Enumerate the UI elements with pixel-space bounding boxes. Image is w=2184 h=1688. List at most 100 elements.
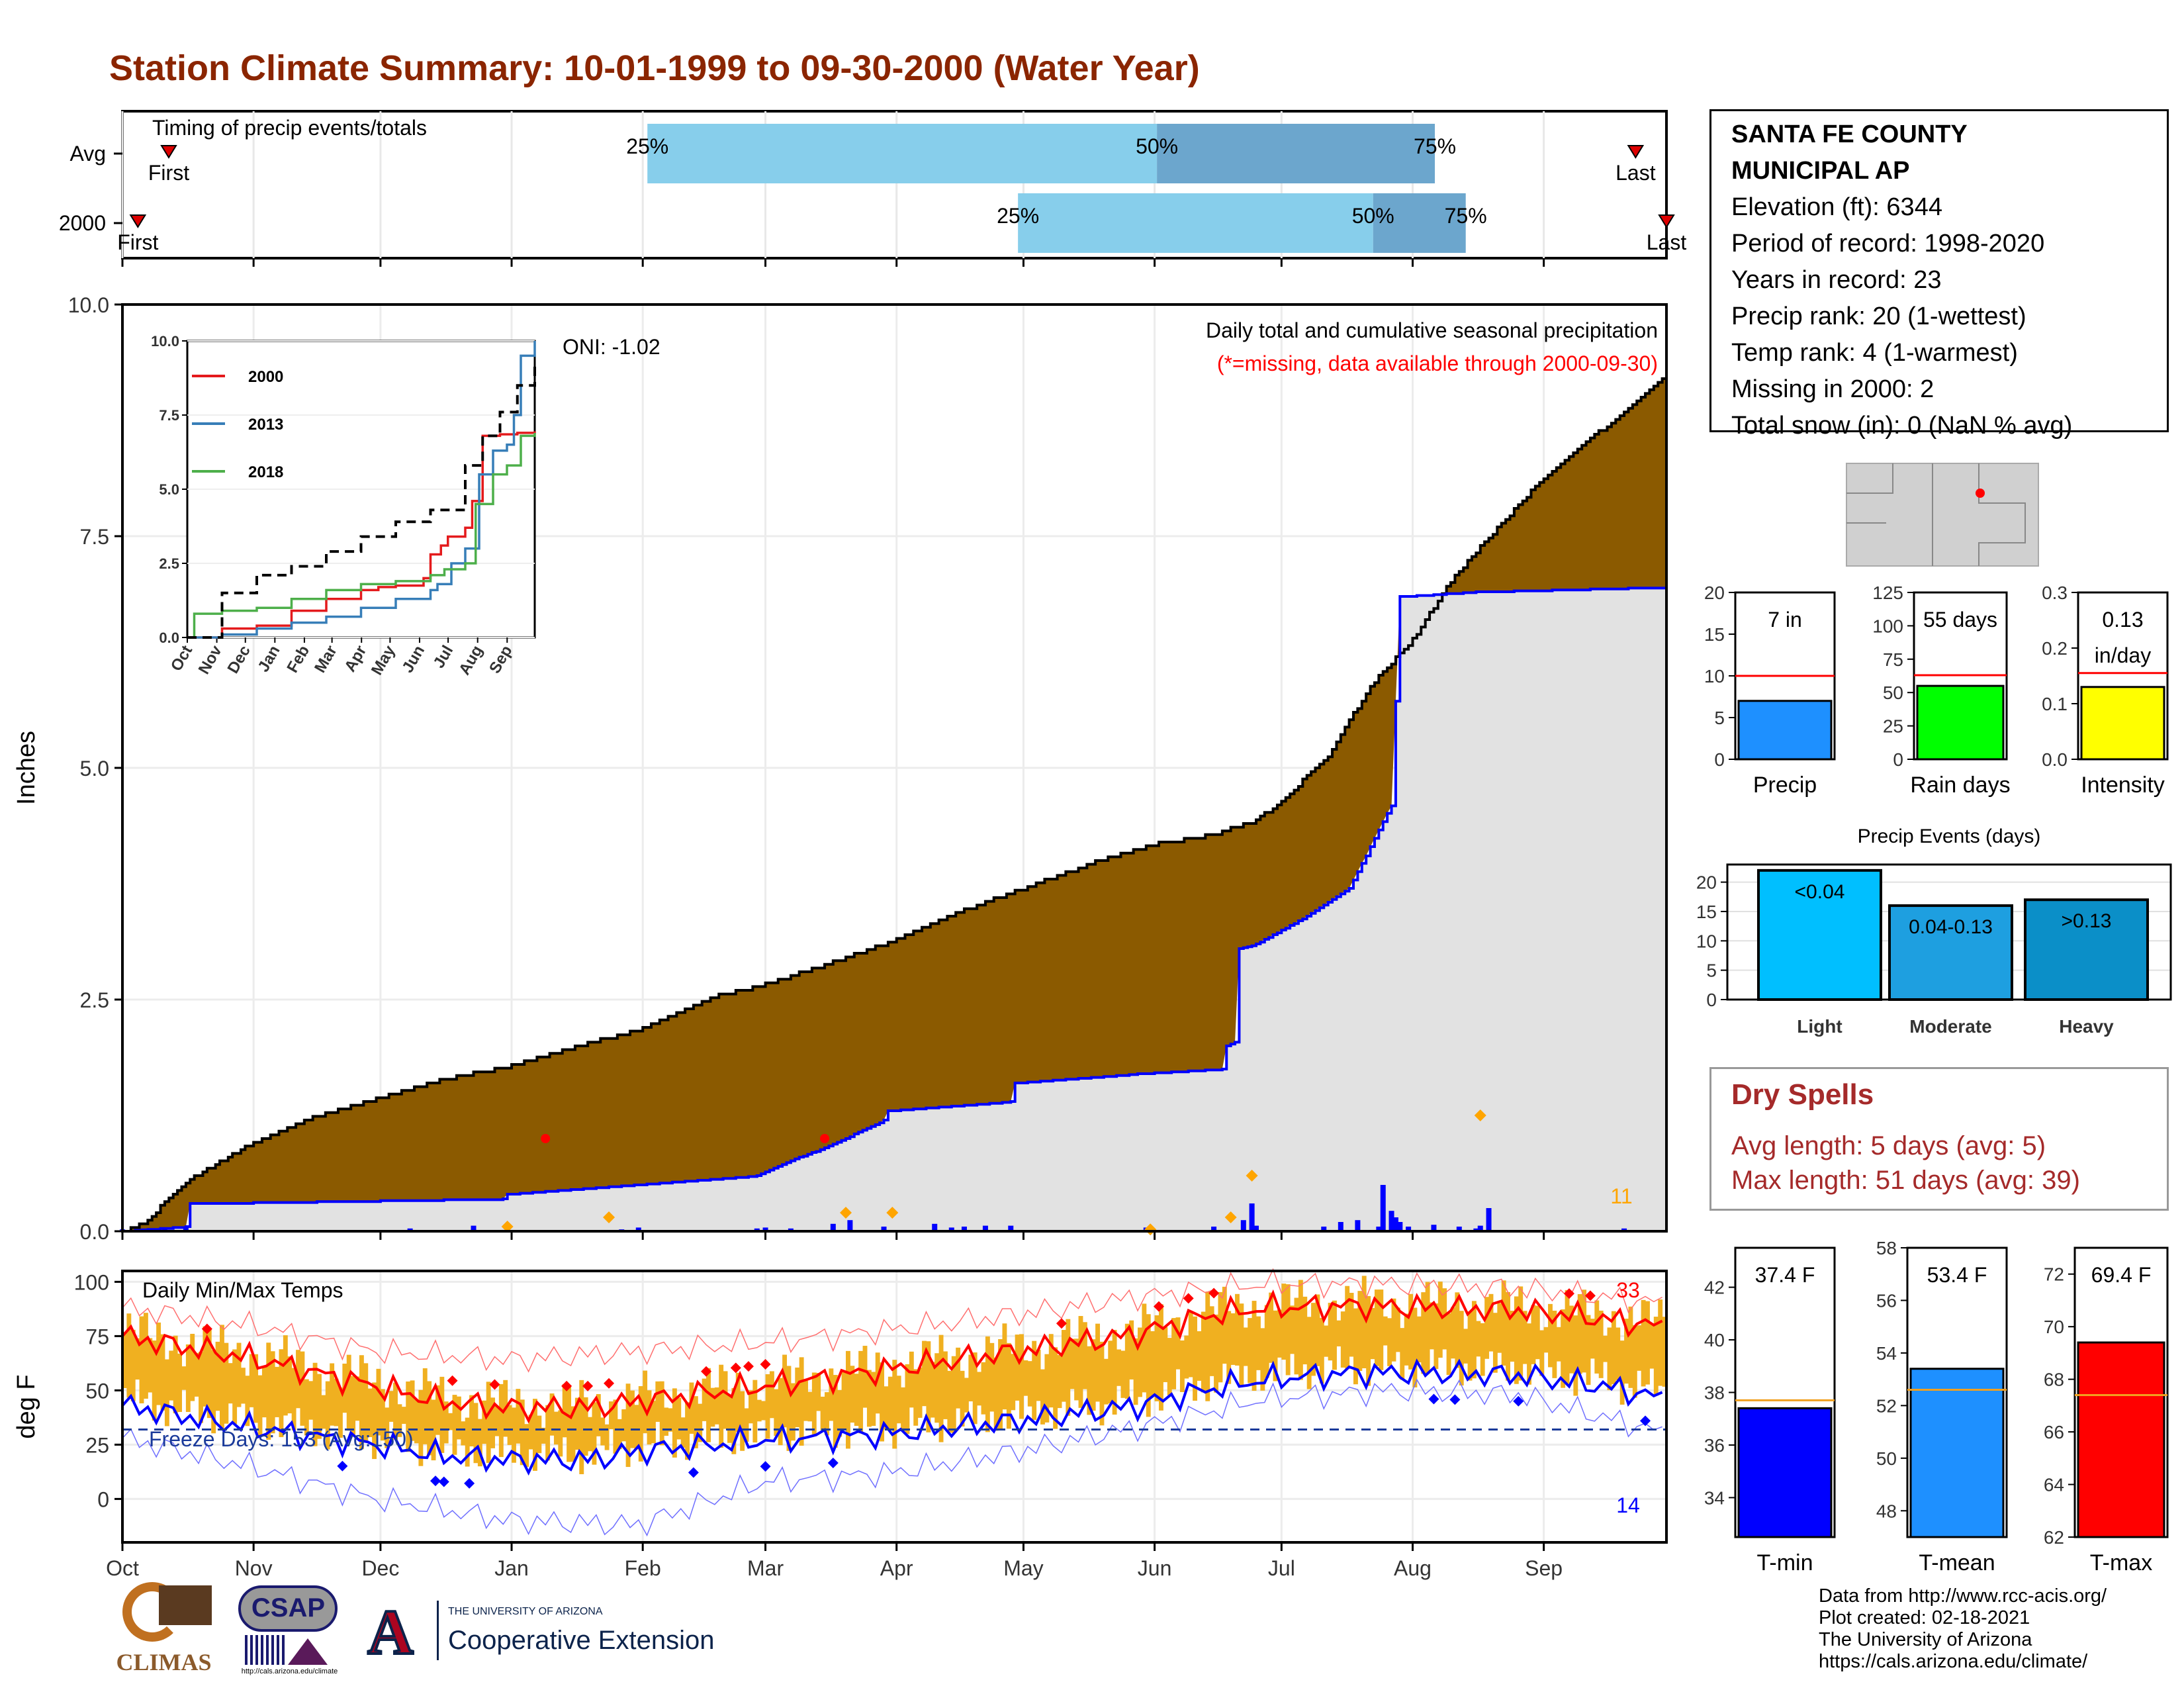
- month-label: Mar: [747, 1556, 784, 1580]
- summary-temp-1-ytick-label: 56: [1876, 1290, 1897, 1311]
- daily-temp-bar: [1099, 1341, 1105, 1426]
- daily-temp-bar: [1277, 1309, 1282, 1358]
- daily-temp-bar: [1645, 1301, 1650, 1385]
- daily-temp-bar: [1019, 1334, 1024, 1419]
- daily-temp-bar: [782, 1354, 788, 1428]
- daily-temp-bar: [461, 1421, 466, 1446]
- daily-precip-bar: [1253, 1225, 1259, 1231]
- daily-temp-bar: [1653, 1317, 1659, 1396]
- daily-temp-bar: [393, 1382, 398, 1440]
- daily-temp-bar: [887, 1376, 893, 1429]
- inset-legend-label: 2013: [248, 416, 283, 434]
- daily-precip-bar: [1211, 1227, 1217, 1231]
- daily-temp-bar: [1036, 1349, 1041, 1401]
- daily-temp-bar: [1251, 1301, 1257, 1391]
- daily-temp-bar: [1484, 1297, 1490, 1359]
- daily-temp-bar: [1492, 1313, 1498, 1373]
- summary-precip-0-ytick-label: 15: [1704, 624, 1725, 645]
- daily-temp-bar: [363, 1363, 369, 1441]
- daily-temp-bar: [1142, 1303, 1147, 1393]
- daily-temp-bar: [1446, 1313, 1451, 1376]
- summary-precip-2-ytick-label: 0.0: [2042, 749, 2068, 770]
- daily-temp-bar: [811, 1372, 817, 1434]
- daily-temp-bar: [685, 1402, 690, 1460]
- daily-temp-bar: [1082, 1322, 1087, 1389]
- daily-precip-bar: [948, 1227, 954, 1231]
- daily-temp-bar: [156, 1322, 161, 1405]
- daily-precip-bar: [1431, 1225, 1437, 1231]
- cumulative-2000-line: [122, 586, 1668, 1233]
- daily-temp-bar: [143, 1313, 148, 1399]
- daily-temp-bar: [1615, 1327, 1621, 1380]
- daily-temp-bar: [148, 1338, 153, 1393]
- daily-temp-bar: [727, 1395, 732, 1443]
- daily-temp-bar: [1040, 1369, 1045, 1425]
- daily-temp-bar: [1476, 1321, 1481, 1357]
- oni-label: ONI: -1.02: [563, 335, 660, 359]
- daily-precip-bar: [1473, 1228, 1479, 1231]
- daily-temp-bar: [706, 1368, 711, 1442]
- events-bar-label: <0.04: [1795, 881, 1845, 903]
- daily-precip-bar: [161, 1227, 167, 1231]
- summary-temp-2-ytick-label: 68: [2044, 1370, 2064, 1390]
- daily-temp-bar: [583, 1397, 588, 1456]
- summary-temp-0-ytick-label: 34: [1704, 1487, 1725, 1508]
- summary-temp-1-category-label: T-mean: [1919, 1550, 1995, 1575]
- daily-temp-bar: [1463, 1329, 1469, 1364]
- csap-wordmark: CSAP: [251, 1593, 326, 1622]
- first-marker: [160, 145, 177, 159]
- daily-temp-bar: [1442, 1288, 1447, 1350]
- summary-temp-2-bar: [2077, 1341, 2165, 1538]
- daily-temp-bar: [778, 1378, 783, 1446]
- daily-temp-bar: [1577, 1294, 1582, 1374]
- daily-precip-bar: [1392, 1217, 1398, 1231]
- daily-temp-bar: [651, 1401, 656, 1444]
- record-max-line: [122, 1268, 1662, 1373]
- cold-day-marker: [1640, 1415, 1651, 1427]
- daily-temp-bar: [989, 1342, 995, 1412]
- summary-temp-0-ytick-label: 36: [1704, 1435, 1725, 1456]
- daily-precip-bar: [932, 1223, 938, 1231]
- daily-precip-bar: [1380, 1185, 1386, 1231]
- daily-temp-bar: [190, 1333, 195, 1401]
- station-elevation: Elevation (ft): 6344: [1731, 193, 1942, 221]
- daily-temp-bar: [439, 1376, 445, 1453]
- daily-temp-bar: [714, 1387, 719, 1425]
- summary-temp-0-value-label: 37.4 F: [1755, 1263, 1815, 1287]
- daily-temp-bar: [249, 1354, 254, 1407]
- hot-day-marker: [1153, 1301, 1164, 1312]
- daily-temp-bar: [756, 1399, 762, 1422]
- month-label: Dec: [361, 1556, 399, 1580]
- events-category-label: Light: [1797, 1016, 1842, 1037]
- daily-temp-bar: [977, 1372, 982, 1406]
- station-temp-rank: Temp rank: 4 (1-warmest): [1731, 339, 2018, 367]
- station-period: Period of record: 1998-2020: [1731, 230, 2045, 258]
- ua-block-a-icon: A: [366, 1597, 414, 1667]
- daily-temp-bar: [1171, 1318, 1177, 1389]
- daily-temp-bar: [1662, 1317, 1667, 1387]
- last-marker: [1658, 214, 1675, 228]
- daily-temp-bar: [1087, 1346, 1092, 1415]
- daily-temp-bar: [257, 1375, 263, 1436]
- summary-temp-0-ytick-label: 38: [1704, 1383, 1725, 1403]
- hot-day-marker: [561, 1380, 572, 1391]
- daily-temp-bar: [1425, 1282, 1430, 1374]
- daily-temp-bar: [266, 1342, 271, 1440]
- daily-temp-bar: [1061, 1330, 1066, 1402]
- daily-temp-bar: [135, 1338, 140, 1380]
- daily-temp-bar: [1163, 1327, 1168, 1382]
- daily-temp-bar: [647, 1390, 652, 1445]
- daily-temp-bar: [845, 1350, 850, 1449]
- summary-temp-1-ytick-label: 52: [1876, 1395, 1897, 1416]
- daily-temp-bar: [130, 1329, 136, 1401]
- avg-min-line: [121, 1358, 1663, 1476]
- daily-temp-bar: [372, 1382, 377, 1460]
- daily-temp-bar: [998, 1338, 1003, 1430]
- daily-temp-bar: [1340, 1311, 1345, 1368]
- daily-temp-bar: [1011, 1354, 1016, 1411]
- daily-temp-bar: [922, 1340, 927, 1407]
- daily-temp-bar: [1387, 1318, 1392, 1366]
- location-map: [1846, 463, 2039, 567]
- temp-title: Daily Min/Max Temps: [142, 1278, 343, 1302]
- daily-temp-bar: [803, 1380, 808, 1421]
